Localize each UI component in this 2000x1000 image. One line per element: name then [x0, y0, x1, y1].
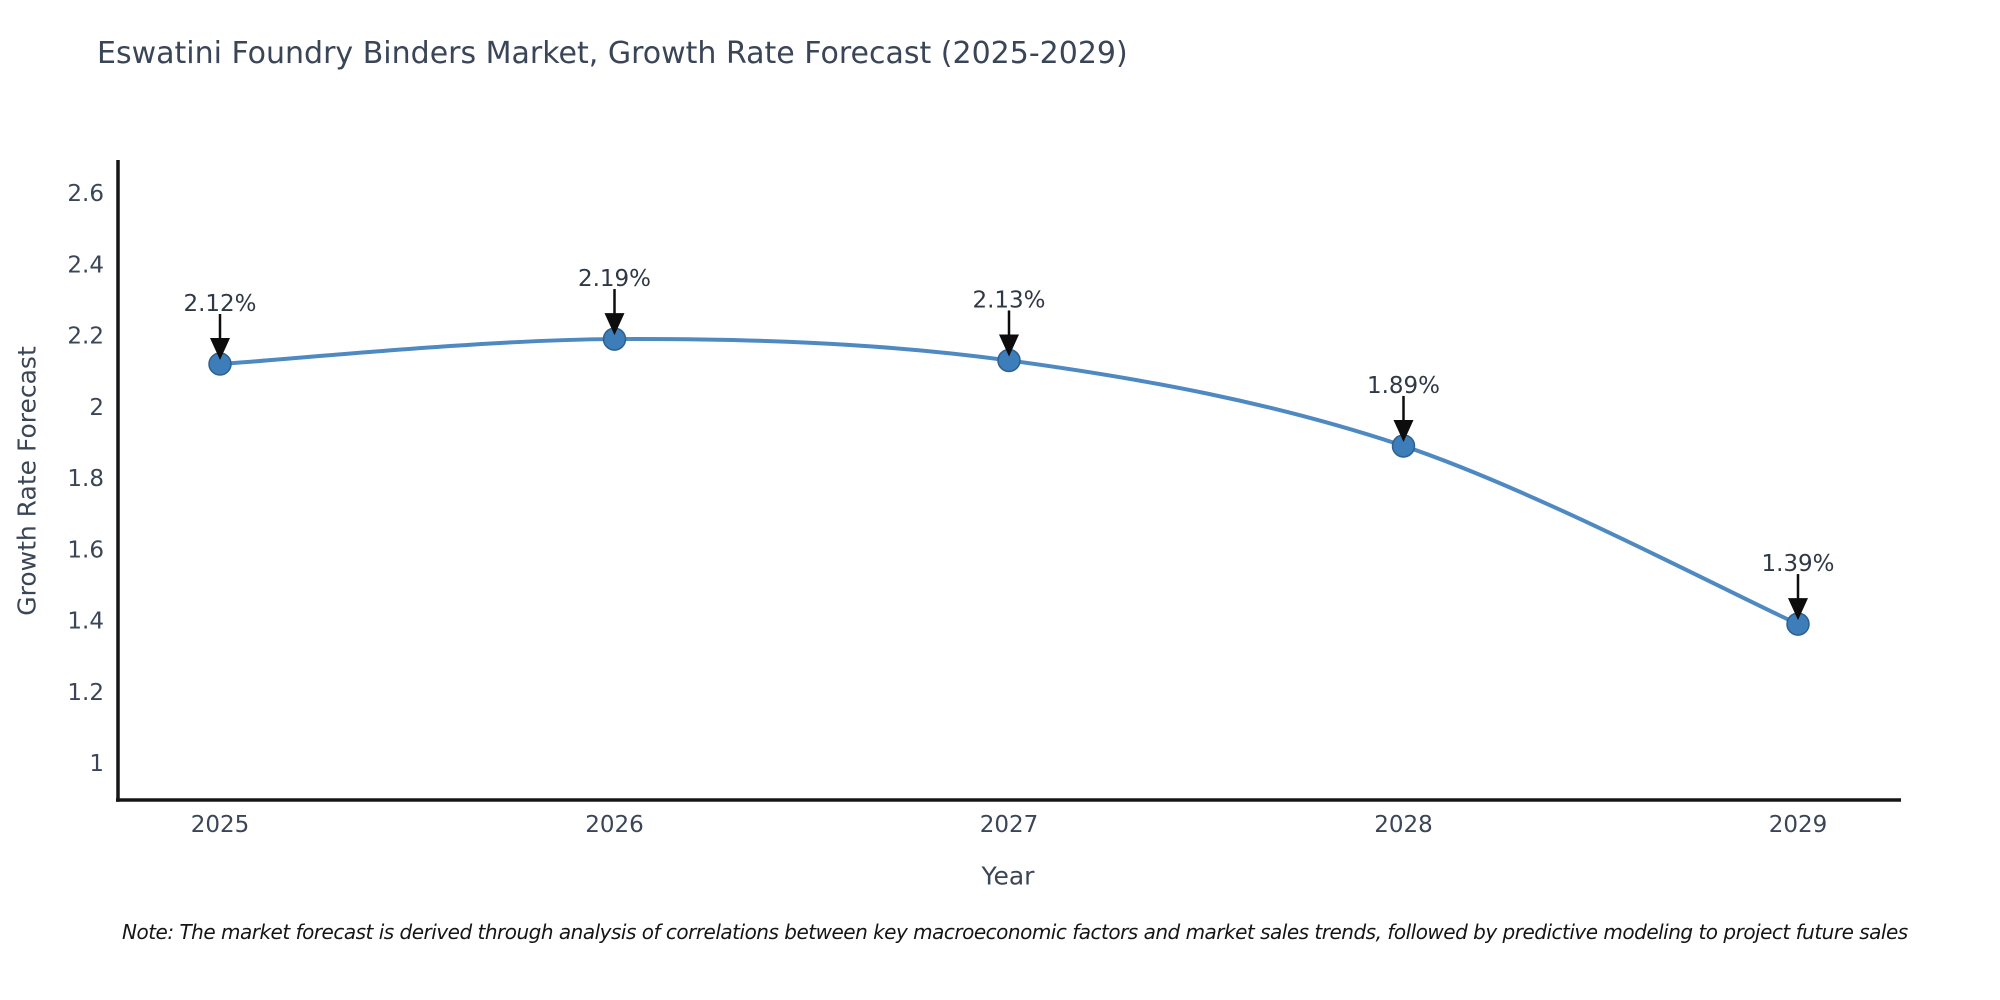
annotation-arrow-head [210, 338, 230, 360]
y-axis-title: Growth Rate Forecast [12, 346, 42, 616]
x-tick-label: 2026 [585, 812, 644, 838]
y-tick-label: 1.8 [67, 466, 104, 492]
data-point-label: 1.89% [1367, 373, 1440, 399]
y-tick-label: 2.2 [67, 324, 104, 350]
series-line [218, 337, 1800, 627]
y-tick-label: 1.6 [67, 537, 104, 563]
y-tick-label: 2 [89, 395, 104, 421]
y-tick-label: 2.4 [67, 252, 104, 278]
annotation-arrow-head [1788, 598, 1808, 621]
data-point-label: 2.12% [183, 291, 256, 317]
x-tick-label: 2029 [1769, 812, 1828, 838]
annotation-arrow-head [604, 313, 625, 336]
footnote: Note: The market forecast is derived thr… [122, 920, 1908, 944]
data-point-label: 1.39% [1761, 551, 1834, 577]
x-tick-label: 2028 [1374, 812, 1433, 838]
x-axis-title: Year [981, 861, 1035, 891]
y-tick-label: 1.4 [67, 609, 104, 635]
annotation-arrow-head [1393, 419, 1414, 442]
y-tick-label: 1.2 [67, 680, 104, 706]
y-tick-label: 1 [89, 751, 104, 777]
annotation-arrow-head [999, 334, 1019, 357]
x-tick-label: 2025 [191, 812, 250, 838]
data-point-label: 2.19% [578, 266, 651, 292]
data-point-label: 2.13% [972, 287, 1045, 313]
y-tick-label: 2.6 [67, 181, 104, 207]
x-tick-label: 2027 [980, 812, 1039, 838]
chart-title: Eswatini Foundry Binders Market, Growth … [97, 36, 1128, 71]
